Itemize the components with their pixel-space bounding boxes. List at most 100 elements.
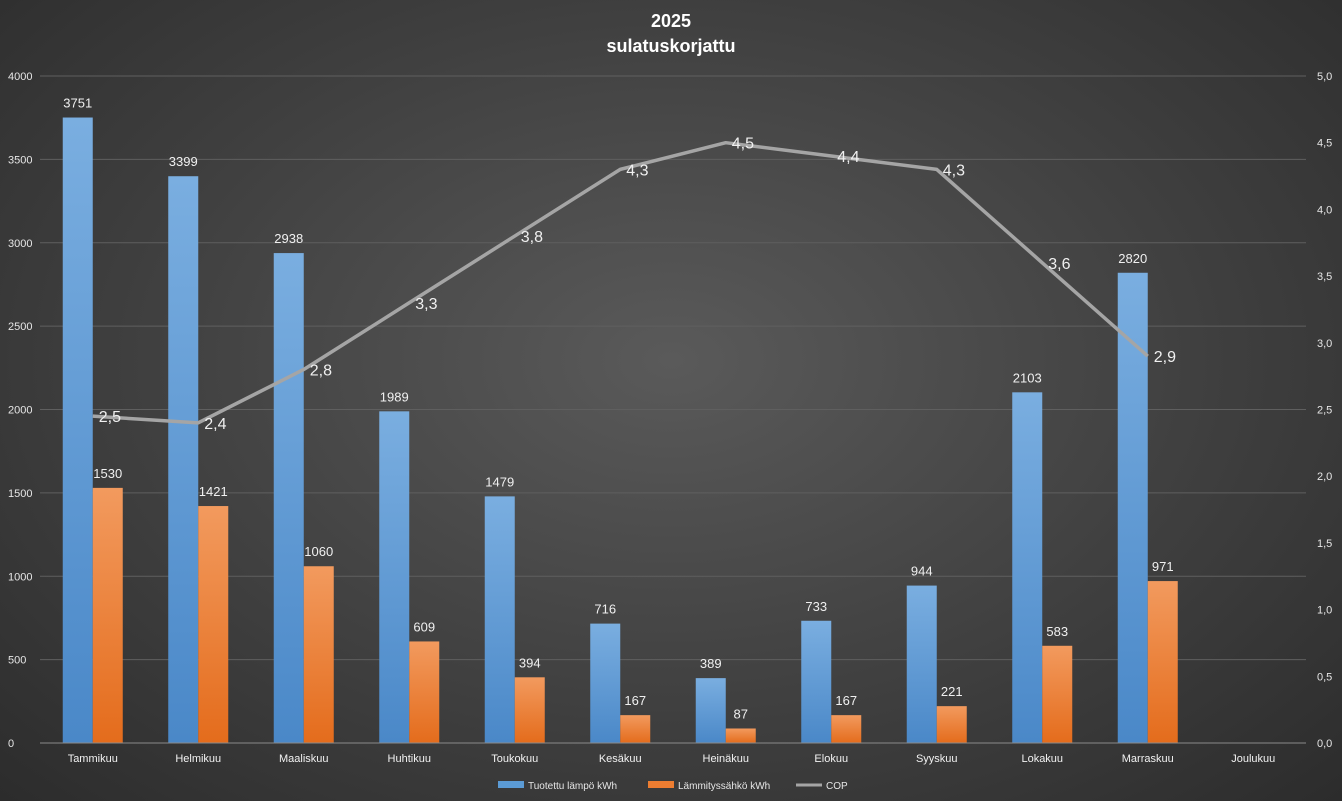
produced-heat-label: 3751 — [63, 96, 92, 111]
produced-heat-label: 716 — [594, 602, 616, 617]
legend-cop-label: COP — [826, 781, 848, 792]
x-tick-label: Toukokuu — [491, 753, 538, 765]
y-tick-label: 2500 — [8, 321, 32, 333]
produced-heat-label: 944 — [911, 564, 933, 579]
x-tick-label: Syyskuu — [916, 753, 958, 765]
legend-produced-heat-label: Tuotettu lämpö kWh — [528, 781, 617, 792]
cop-value-label: 4,3 — [943, 162, 965, 179]
cop-line-series: 2,5 2,4 2,8 3,3 3,8 4,3 4,5 4,4 4,3 3,6 2,9 — [92, 136, 1176, 433]
heating-electricity-label: 583 — [1046, 624, 1068, 639]
y2-tick-label: 2,5 — [1317, 405, 1332, 417]
cop-value-label: 2,9 — [1154, 349, 1176, 366]
heating-electricity-bar — [620, 715, 651, 743]
produced-heat-label: 2103 — [1013, 370, 1042, 385]
x-tick-label: Joulukuu — [1231, 753, 1275, 765]
legend: Tuotettu lämpö kWh Lämmityssähkö kWh COP — [498, 781, 848, 792]
produced-heat-bar — [1012, 392, 1043, 743]
x-axis: Tammikuu Helmikuu Maaliskuu Huhtikuu Toukoku… — [40, 742, 1306, 765]
cop-line — [92, 140, 1149, 425]
legend-produced-heat-swatch — [498, 781, 524, 788]
y2-tick-label: 1,0 — [1317, 605, 1332, 617]
x-tick-label: Marraskuu — [1122, 753, 1174, 765]
heating-electricity-label: 221 — [941, 684, 963, 699]
y2-tick-label: 1,5 — [1317, 538, 1332, 550]
y-tick-label: 3500 — [8, 154, 32, 166]
heating-electricity-bar — [198, 506, 229, 743]
y2-tick-label: 4,0 — [1317, 204, 1332, 216]
produced-heat-bar — [273, 253, 304, 743]
heating-electricity-label: 971 — [1152, 559, 1174, 574]
heating-electricity-label: 87 — [734, 706, 748, 721]
chart-title: 2025 — [651, 11, 691, 31]
cop-value-label: 4,5 — [732, 136, 754, 153]
chart-subtitle: sulatuskorjattu — [606, 36, 735, 56]
produced-heat-label: 2820 — [1118, 251, 1147, 266]
heating-electricity-label: 394 — [519, 655, 541, 670]
heating-electricity-bar — [1147, 581, 1178, 743]
heating-electricity-bar — [725, 728, 756, 743]
heating-electricity-bar — [303, 566, 334, 743]
cop-value-label: 2,8 — [310, 362, 332, 379]
x-tick-label: Huhtikuu — [388, 753, 431, 765]
produced-heat-label: 2938 — [274, 231, 303, 246]
x-tick-label: Tammikuu — [68, 753, 118, 765]
cop-value-label: 2,4 — [204, 416, 226, 433]
produced-heat-bar — [168, 176, 199, 744]
produced-heat-bar — [590, 623, 621, 743]
gridlines — [40, 75, 1306, 744]
heating-electricity-label: 167 — [624, 693, 646, 708]
heating-electricity-bar — [936, 706, 967, 743]
legend-heating-electricity-label: Lämmityssähkö kWh — [678, 781, 770, 792]
produced-heat-label: 1479 — [485, 474, 514, 489]
produced-heat-label: 1989 — [380, 389, 409, 404]
heating-electricity-bar — [831, 715, 862, 743]
heating-electricity-label: 1530 — [93, 466, 122, 481]
legend-heating-electricity-swatch — [648, 781, 674, 788]
heating-electricity-bar — [409, 641, 440, 743]
heating-electricity-label: 1060 — [304, 544, 333, 559]
produced-heat-label: 733 — [805, 599, 827, 614]
y-axis-right: 0,0 0,5 1,0 1,5 2,0 2,5 3,0 3,5 4,0 4,5 5,0 — [1317, 71, 1332, 750]
cop-value-label: 3,8 — [521, 229, 543, 246]
x-tick-label: Heinäkuu — [703, 753, 749, 765]
heating-electricity-label: 167 — [835, 693, 857, 708]
cop-value-label: 2,5 — [99, 409, 121, 426]
y-tick-label: 4000 — [8, 71, 32, 83]
y2-tick-label: 4,5 — [1317, 138, 1332, 150]
produced-heat-bar — [695, 678, 726, 743]
y2-tick-label: 3,5 — [1317, 271, 1332, 283]
y2-tick-label: 2,0 — [1317, 471, 1332, 483]
y-tick-label: 0 — [8, 738, 14, 750]
y2-tick-label: 5,0 — [1317, 71, 1332, 83]
y-tick-label: 3000 — [8, 238, 32, 250]
heating-electricity-label: 1421 — [199, 484, 228, 499]
heating-electricity-bar — [92, 487, 123, 743]
heating-electricity-label: 609 — [413, 619, 435, 634]
produced-heat-label: 389 — [700, 656, 722, 671]
produced-heat-label: 3399 — [169, 154, 198, 169]
y2-tick-label: 0,5 — [1317, 671, 1332, 683]
heating-electricity-bar — [514, 677, 545, 743]
x-tick-label: Lokakuu — [1021, 753, 1063, 765]
y-tick-label: 500 — [8, 655, 26, 667]
x-tick-label: Helmikuu — [175, 753, 221, 765]
heating-electricity-bar — [1042, 645, 1073, 743]
x-tick-label: Kesäkuu — [599, 753, 642, 765]
cop-value-label: 4,3 — [626, 162, 648, 179]
y-axis-left: 0 500 1000 1500 2000 2500 3000 3500 4000 — [8, 71, 32, 750]
produced-heat-bar — [484, 496, 515, 743]
y-tick-label: 2000 — [8, 405, 32, 417]
y-tick-label: 1500 — [8, 488, 32, 500]
y2-tick-label: 3,0 — [1317, 338, 1332, 350]
produced-heat-bar — [906, 585, 937, 743]
produced-heat-bar — [801, 620, 832, 743]
bar-series: 3751 1530 3399 1421 2938 1060 1989 609 1479 394 71… — [62, 96, 1178, 744]
y2-tick-label: 0,0 — [1317, 738, 1332, 750]
produced-heat-bar — [62, 117, 93, 743]
cop-value-label: 3,3 — [415, 296, 437, 313]
y-tick-label: 1000 — [8, 571, 32, 583]
x-tick-label: Maaliskuu — [279, 753, 329, 765]
produced-heat-bar — [379, 411, 410, 743]
x-tick-label: Elokuu — [814, 753, 848, 765]
